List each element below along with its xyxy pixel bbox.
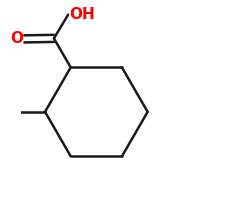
Text: O: O (10, 31, 23, 46)
Text: OH: OH (69, 7, 95, 22)
